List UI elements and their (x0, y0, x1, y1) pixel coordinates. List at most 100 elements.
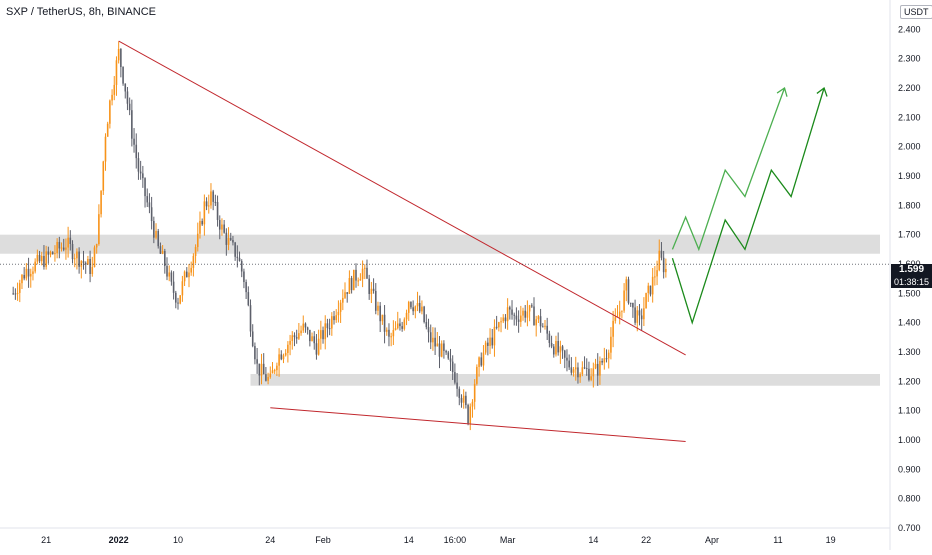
currency-label[interactable]: USDT (900, 5, 932, 19)
candle-body (478, 357, 480, 367)
candle-body (504, 317, 507, 322)
projection-arrowhead (776, 86, 788, 97)
y-tick-label: 2.300 (898, 54, 921, 64)
y-tick-label: 1.500 (898, 288, 921, 298)
candle-body (388, 329, 390, 337)
candle-body (29, 273, 32, 277)
candle-body (346, 292, 349, 294)
candle-body (396, 323, 399, 329)
candle-body (355, 269, 357, 281)
candle-body (287, 344, 289, 353)
candle-body (210, 191, 212, 206)
candle-body (348, 278, 351, 294)
candle-body (170, 272, 173, 282)
candle-body (142, 173, 144, 179)
candle-body (185, 271, 188, 278)
candle-body (157, 230, 160, 247)
x-tick-label: 19 (826, 535, 836, 545)
candle-body (267, 377, 269, 381)
candle-body (131, 110, 133, 139)
candle-body (60, 247, 63, 249)
candle-body (531, 305, 533, 307)
candle-body (421, 306, 423, 312)
candle-body (482, 352, 485, 366)
candle-body (188, 272, 190, 278)
candle-body (194, 247, 197, 256)
candle-body (161, 251, 164, 254)
x-tick-label: 11 (773, 535, 782, 545)
candle-body (254, 346, 256, 360)
candle-body (449, 358, 452, 362)
candle-body (73, 258, 76, 260)
sr-zone (0, 234, 880, 254)
y-tick-label: 1.200 (898, 376, 921, 386)
x-tick-label: 24 (265, 535, 275, 545)
candle-body (256, 359, 258, 364)
candle-body (240, 261, 243, 272)
candle-body (192, 255, 195, 268)
candle-body (47, 251, 50, 255)
candle-body (552, 346, 555, 355)
y-tick-label: 1.300 (898, 347, 921, 357)
candle-body (265, 374, 267, 381)
candle-body (249, 305, 252, 332)
candle-body (38, 254, 41, 262)
candle-body (460, 397, 463, 403)
candle-body (146, 196, 149, 203)
candle-body (451, 361, 454, 373)
candle-body (113, 84, 116, 95)
candle-body (381, 314, 384, 322)
candle-body (443, 343, 445, 351)
candle-body (548, 333, 551, 343)
candle-body (18, 283, 21, 293)
candle-body (541, 326, 544, 328)
candle-body (634, 307, 636, 323)
candle-body (62, 247, 65, 250)
candle-body (610, 336, 612, 353)
candle-body (280, 354, 283, 360)
candle-body (115, 60, 118, 85)
candle-body (607, 352, 610, 359)
candle-body (177, 302, 179, 304)
candle-body (627, 279, 630, 303)
candle-countdown: 01:38:15 (893, 277, 930, 287)
candle-body (258, 363, 261, 376)
candle-body (645, 293, 647, 309)
candle-body (599, 360, 601, 376)
candle-body (511, 309, 513, 315)
y-tick-label: 2.000 (898, 142, 921, 152)
candle-body (596, 363, 599, 376)
candle-body (434, 337, 436, 347)
candle-body (333, 316, 335, 321)
candle-body (326, 323, 329, 329)
candle-body (383, 314, 386, 332)
candle-body (368, 278, 370, 294)
candle-body (91, 267, 94, 274)
candle-body (273, 370, 276, 372)
candle-body (544, 325, 546, 327)
candle-body (410, 302, 412, 308)
y-tick-label: 0.700 (898, 523, 921, 533)
candle-body (649, 285, 652, 295)
candle-body (78, 251, 80, 267)
candle-body (262, 363, 265, 375)
candle-body (568, 360, 570, 368)
x-tick-label: 14 (588, 535, 598, 545)
candle-body (36, 254, 39, 262)
candle-body (247, 292, 250, 306)
candle-body (427, 327, 430, 333)
candle-body (414, 306, 417, 312)
candle-body (311, 336, 313, 342)
candle-body (500, 321, 502, 323)
candle-body (93, 247, 96, 268)
candle-body (405, 312, 408, 320)
candle-body (243, 271, 245, 283)
candle-body (164, 251, 166, 266)
candle-body (282, 355, 285, 360)
trendline (118, 40, 686, 356)
candle-body (550, 342, 553, 347)
candle-body (366, 267, 368, 279)
candle-body (618, 311, 621, 317)
